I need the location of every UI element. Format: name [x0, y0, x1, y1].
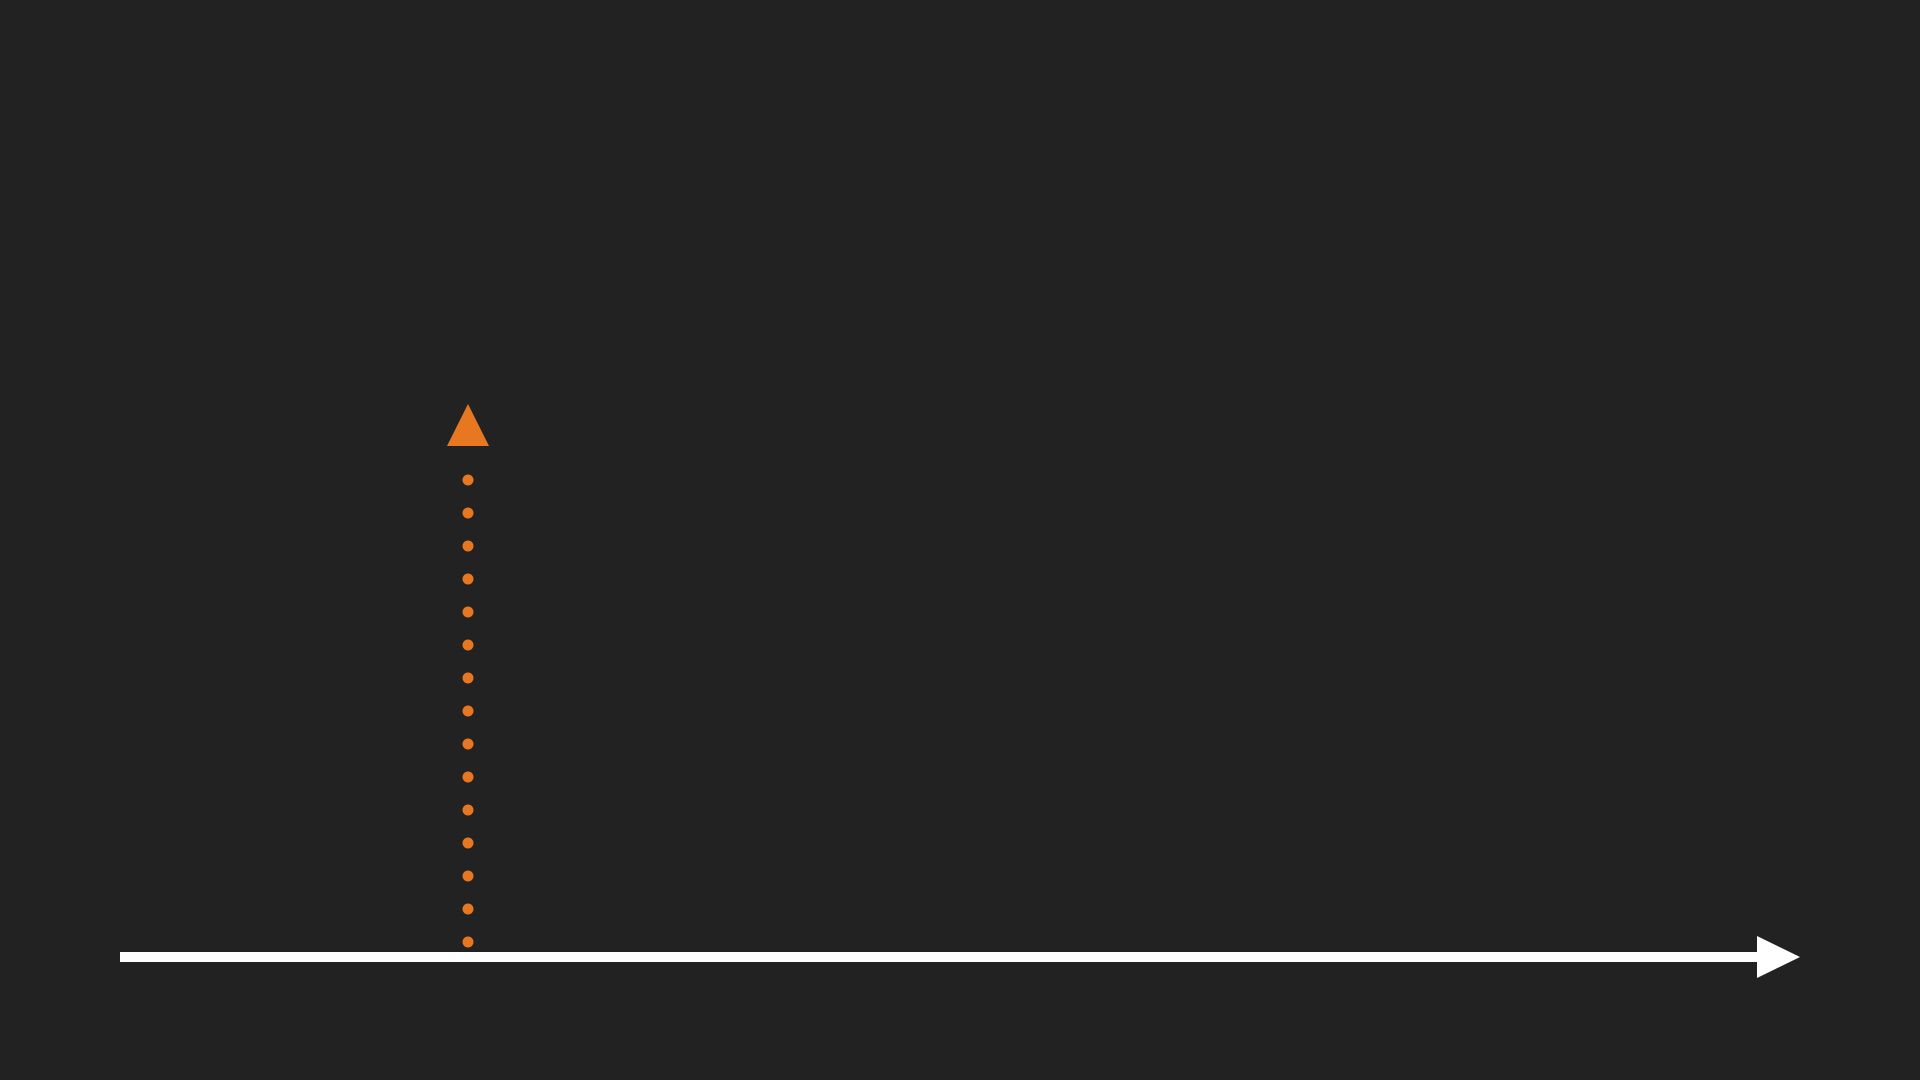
dot-marker	[462, 540, 474, 552]
dot-marker	[462, 573, 474, 585]
dot-marker	[462, 639, 474, 651]
dot-marker	[462, 474, 474, 486]
horizontal-axis-arrow	[120, 936, 1800, 978]
dot-marker	[462, 936, 474, 948]
dot-marker	[462, 507, 474, 519]
dot-marker	[462, 672, 474, 684]
dotted-line	[462, 474, 474, 948]
dotted-vertical-arrow	[447, 404, 489, 948]
dot-marker	[462, 771, 474, 783]
dot-marker	[462, 804, 474, 816]
dot-marker	[462, 606, 474, 618]
up-arrowhead-icon	[447, 404, 489, 446]
dot-marker	[462, 837, 474, 849]
dot-marker	[462, 738, 474, 750]
dot-marker	[462, 705, 474, 717]
dot-marker	[462, 870, 474, 882]
dot-marker	[462, 903, 474, 915]
right-arrowhead-icon	[1757, 936, 1800, 978]
horizontal-axis-line	[120, 952, 1760, 962]
